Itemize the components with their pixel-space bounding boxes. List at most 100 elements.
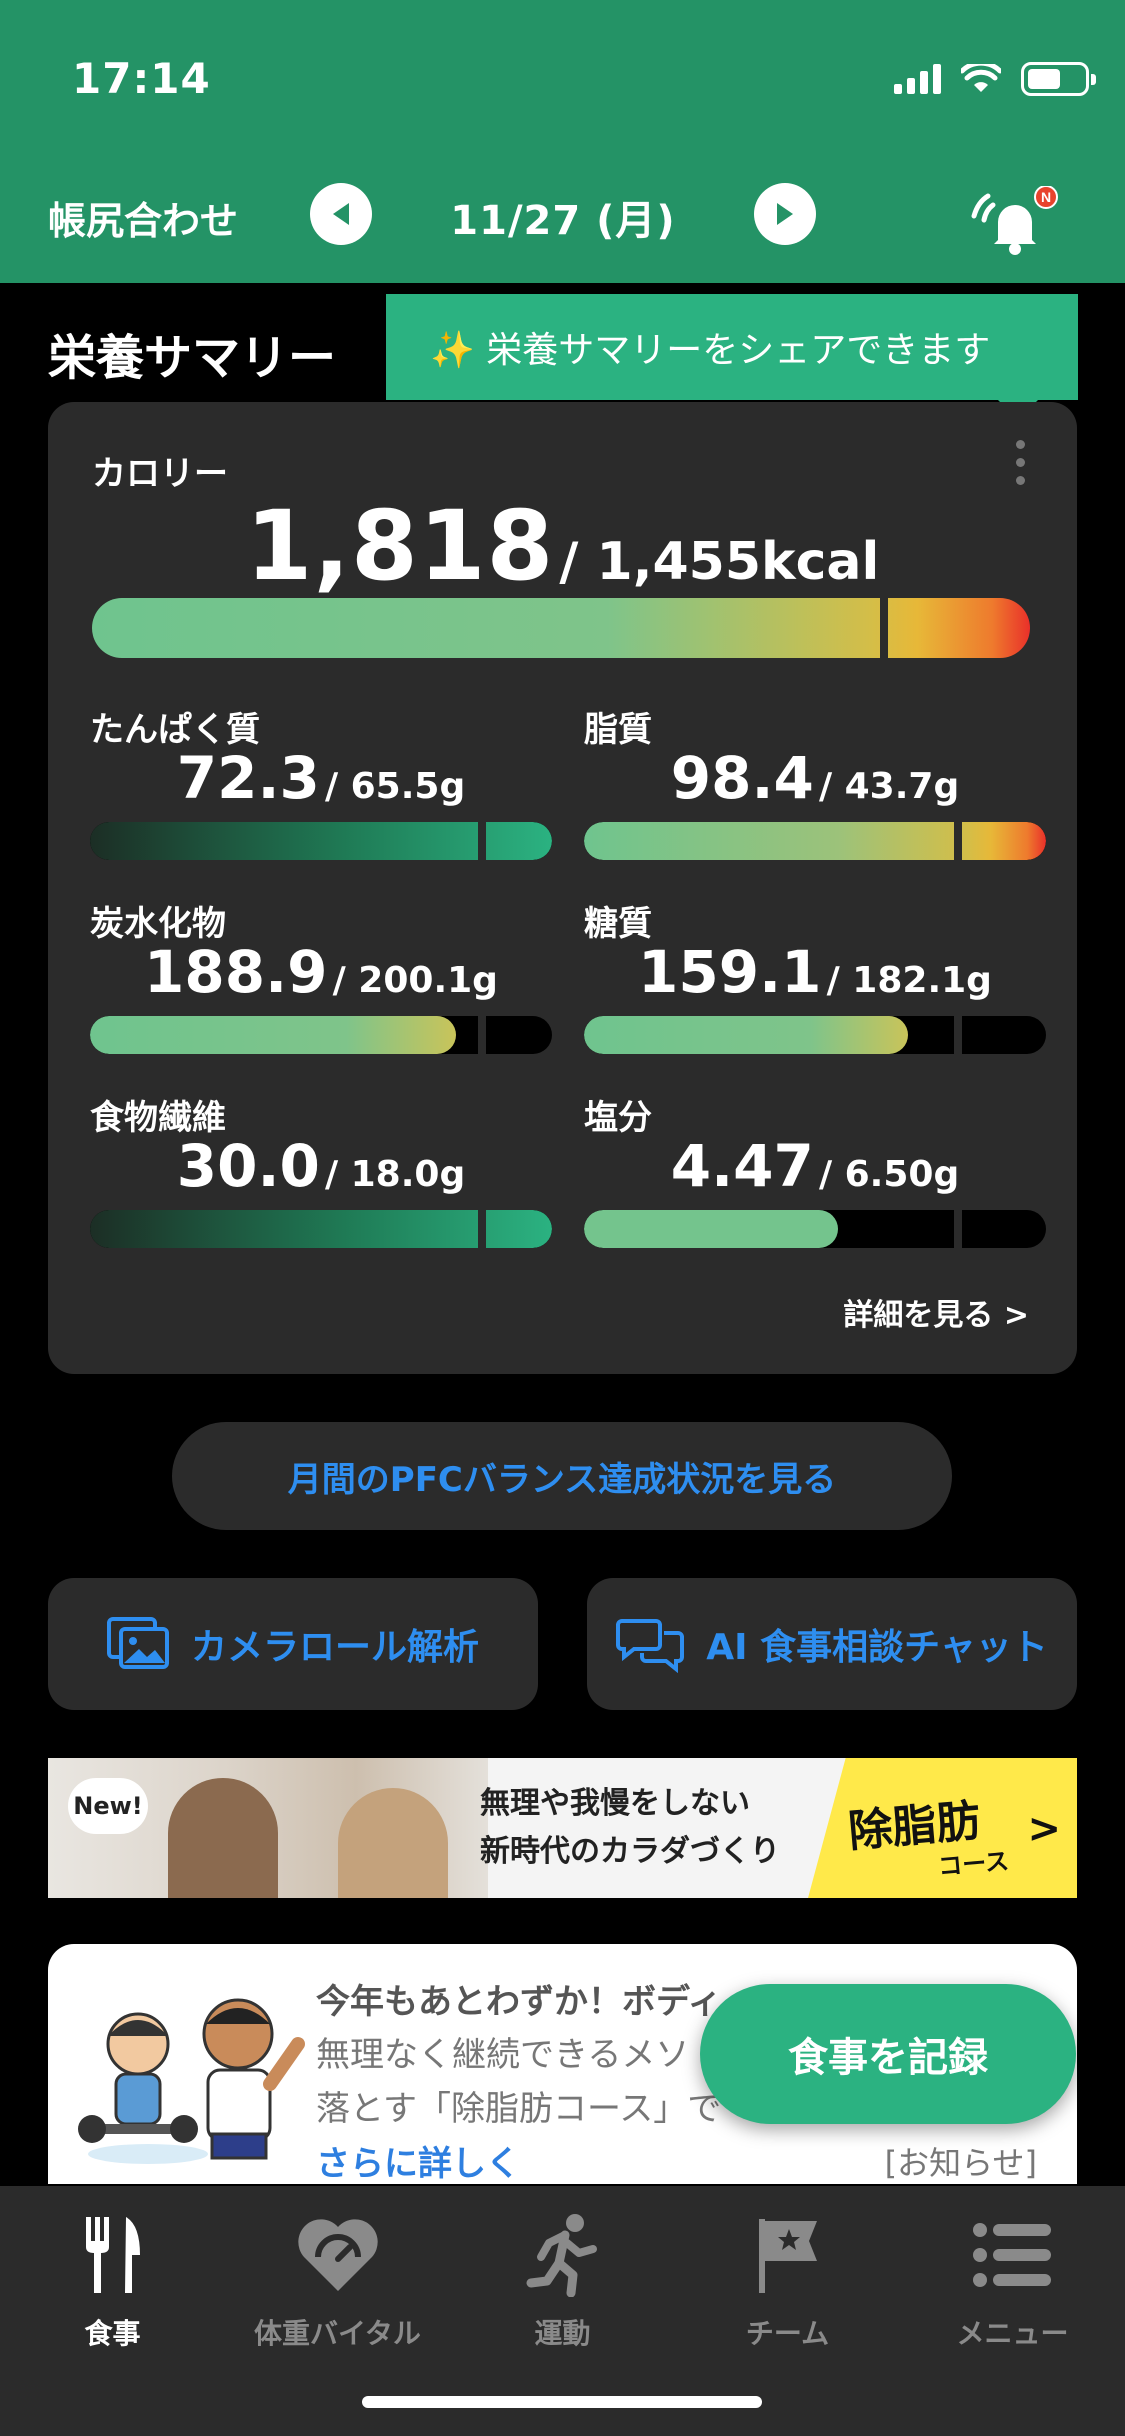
app-header: 17:14 帳尻合わせ 11/27 (月) N: [0, 0, 1125, 283]
promo-banner[interactable]: New! 無理や我慢をしない 新時代のカラダづくり 除脂肪 コース >: [48, 1758, 1077, 1898]
running-icon: [526, 2214, 597, 2297]
nutrient-value: 188.9: [144, 938, 328, 1006]
banner-person: [338, 1788, 448, 1898]
tab-label: 体重バイタル: [254, 2317, 421, 2350]
battery-icon: [1021, 62, 1096, 96]
calorie-progress-bar: [92, 598, 1030, 658]
nutrient-values: 4.47 / 6.50g: [584, 1132, 1046, 1200]
nutrient-label: 脂質: [584, 710, 652, 750]
pfc-balance-button[interactable]: 月間のPFCバランス達成状況を見る: [172, 1422, 952, 1530]
next-date-button[interactable]: [754, 183, 816, 245]
tab-weight-vital[interactable]: 体重バイタル: [225, 2200, 450, 2352]
notification-badge: N: [1041, 189, 1051, 205]
fork-knife-icon: [85, 2217, 140, 2293]
nutrient-values: 30.0 / 18.0g: [90, 1132, 552, 1200]
trainer-illustration: [78, 1998, 305, 2164]
ai-chat-button[interactable]: AI 食事相談チャット: [587, 1578, 1077, 1710]
nutrient-label: たんぱく質: [90, 710, 260, 750]
nutrient-bar-fill: [90, 1016, 456, 1054]
nutrient-salt: 塩分 4.47 / 6.50g: [584, 1090, 1046, 1260]
nutrient-progress-bar: [90, 822, 552, 860]
status-time: 17:14: [72, 54, 211, 103]
nutrient-label: 食物繊維: [90, 1098, 226, 1138]
signal-icon: [894, 64, 941, 94]
nutrient-target-marker: [478, 1210, 486, 1248]
nutrition-summary-card: カロリー 1,818 / 1,455kcal たんぱく質 72.3 / 65.5…: [48, 402, 1077, 1374]
nutrient-label: 塩分: [584, 1098, 652, 1138]
chat-bubbles-icon: [616, 1619, 685, 1673]
nutrient-carbs: 炭水化物 188.9 / 200.1g: [90, 896, 552, 1066]
summary-title: 栄養サマリー: [48, 330, 337, 386]
nutrient-value: 30.0: [176, 1132, 320, 1200]
banner-course-sub: コース: [937, 1846, 1011, 1882]
camera-roll-label: カメラロール解析: [190, 1627, 479, 1668]
camera-roll-button[interactable]: カメラロール解析: [48, 1578, 538, 1710]
nutrient-value: 159.1: [638, 938, 822, 1006]
nutrient-bar-fill: [584, 1016, 908, 1054]
detail-link[interactable]: 詳細を見る >: [843, 1298, 1029, 1333]
nutrient-progress-bar: [584, 822, 1046, 860]
chevron-right-icon: [777, 203, 793, 225]
nutrient-value: 4.47: [670, 1132, 814, 1200]
tab-label: メニュー: [956, 2317, 1069, 2350]
calorie-value: 1,818: [245, 490, 555, 602]
nutrient-protein: たんぱく質 72.3 / 65.5g: [90, 702, 552, 872]
banner-line1: 無理や我慢をしない: [480, 1786, 750, 1821]
prev-date-button[interactable]: [310, 183, 372, 245]
nutrient-target-marker: [954, 1016, 962, 1054]
notice-tag: [お知らせ]: [884, 2144, 1037, 2182]
notice-body-line1: 無理なく継続できるメソ: [316, 2035, 690, 2075]
nutrient-fiber: 食物繊維 30.0 / 18.0g: [90, 1090, 552, 1260]
current-date[interactable]: 11/27 (月): [450, 198, 676, 244]
nutrient-target-marker: [954, 1210, 962, 1248]
ai-chat-label: AI 食事相談チャット: [706, 1627, 1048, 1668]
new-badge: New!: [68, 1778, 148, 1834]
nutrient-value: 72.3: [176, 744, 320, 812]
nutrient-target: / 182.1g: [826, 960, 992, 1001]
nutrient-target-marker: [478, 822, 486, 860]
nutrient-progress-bar: [584, 1016, 1046, 1054]
chevron-left-icon: [333, 203, 349, 225]
banner-copy: 無理や我慢をしない 新時代のカラダづくり: [480, 1780, 780, 1876]
calorie-target: / 1,455kcal: [559, 532, 880, 592]
nutrient-target: / 200.1g: [332, 960, 498, 1001]
nutrient-target: / 65.5g: [324, 766, 466, 807]
tab-exercise[interactable]: 運動: [450, 2200, 675, 2352]
share-tooltip[interactable]: ✨ 栄養サマリーをシェアできます: [386, 294, 1078, 420]
banner-line2: 新時代のカラダづくり: [480, 1834, 780, 1869]
tab-team[interactable]: チーム: [675, 2200, 900, 2352]
nutrient-progress-bar: [584, 1210, 1046, 1248]
heart-gauge-icon: [297, 2219, 378, 2291]
more-options-icon[interactable]: [1016, 440, 1025, 485]
nutrient-target-marker: [954, 822, 962, 860]
nutrient-target: / 43.7g: [818, 766, 960, 807]
bell-icon: N: [971, 185, 1058, 255]
tab-label: 食事: [84, 2317, 141, 2350]
nav-title[interactable]: 帳尻合わせ: [48, 199, 239, 243]
nutrient-bar-fill: [90, 822, 552, 860]
flag-star-icon: [758, 2219, 817, 2293]
record-meal-button[interactable]: 食事を記録: [700, 1984, 1076, 2124]
notification-button[interactable]: N: [968, 185, 1058, 256]
tab-meal[interactable]: 食事: [0, 2200, 225, 2352]
status-icons: [894, 62, 1096, 96]
wifi-icon: [961, 64, 1001, 92]
nutrient-values: 188.9 / 200.1g: [90, 938, 552, 1006]
banner-yellow-panel: [808, 1758, 1077, 1898]
calorie-values: 1,818 / 1,455kcal: [48, 490, 1077, 602]
tab-label: チーム: [745, 2317, 830, 2350]
notice-more-link[interactable]: さらに詳しく: [316, 2144, 520, 2184]
notice-body: 無理なく継続できるメソ 落とす「除脂肪コース」で: [316, 2028, 1016, 2136]
nutrient-label: 糖質: [584, 904, 652, 944]
nutrient-progress-bar: [90, 1210, 552, 1248]
menu-list-icon: [972, 2223, 1051, 2287]
nutrient-target: / 18.0g: [324, 1154, 466, 1195]
calorie-label: カロリー: [92, 454, 228, 494]
tab-menu[interactable]: メニュー: [900, 2200, 1125, 2352]
nutrient-fat: 脂質 98.4 / 43.7g: [584, 702, 1046, 872]
nutrient-bar-fill: [584, 822, 1046, 860]
nutrient-bar-fill: [584, 1210, 838, 1248]
nutrient-target-marker: [478, 1016, 486, 1054]
nutrient-value: 98.4: [670, 744, 814, 812]
home-indicator[interactable]: [362, 2396, 762, 2408]
